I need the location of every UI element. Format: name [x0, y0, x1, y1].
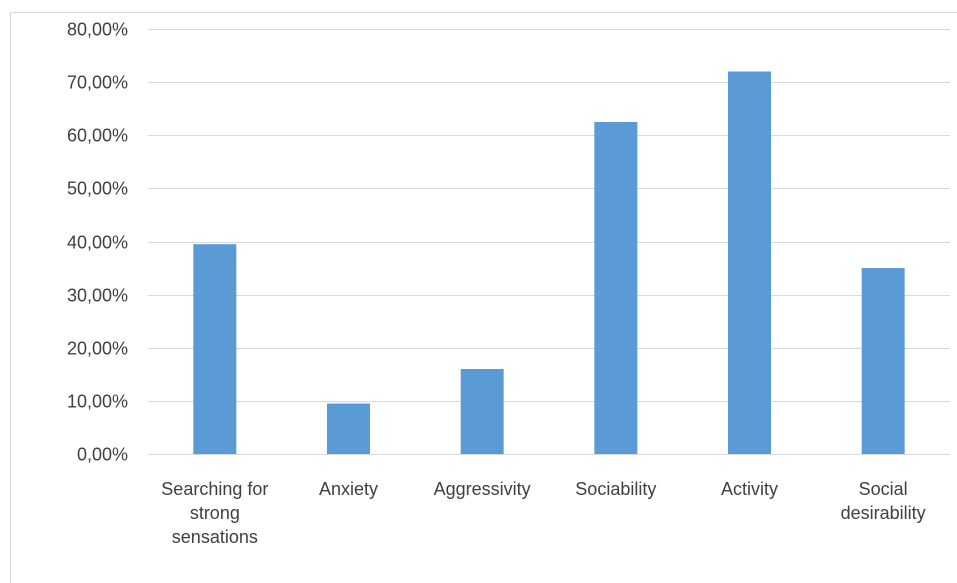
x-category-label-line: Anxiety — [319, 479, 378, 499]
y-tick-label: 60,00% — [67, 126, 128, 146]
bar — [861, 268, 905, 454]
x-category-label-line: strong — [190, 503, 240, 523]
x-category-label-line: desirability — [841, 503, 926, 523]
y-tick-label: 70,00% — [67, 73, 128, 93]
bars — [193, 71, 905, 454]
x-category-label: Activity — [721, 479, 778, 499]
y-tick-label: 80,00% — [67, 20, 128, 40]
x-axis-category-labels: Searching for strong sensations Anxiety Aggr… — [161, 479, 925, 547]
y-tick-label: 50,00% — [67, 179, 128, 199]
bar — [193, 244, 237, 454]
y-tick-label: 30,00% — [67, 286, 128, 306]
x-category-label-line: Social — [859, 479, 908, 499]
bar — [594, 121, 638, 454]
x-category-label: Social desirability — [841, 479, 926, 523]
gridlines — [148, 29, 950, 455]
x-category-label-line: Searching for — [161, 479, 268, 499]
x-category-label: Searching for strong sensations — [161, 479, 268, 547]
x-category-label: Aggressivity — [434, 479, 531, 499]
x-category-label-line: Activity — [721, 479, 778, 499]
x-category-label-line: Sociability — [575, 479, 656, 499]
x-category-label-line: Aggressivity — [434, 479, 531, 499]
bar — [327, 403, 370, 454]
y-tick-label: 20,00% — [67, 339, 128, 359]
chart-frame — [10, 12, 957, 583]
y-tick-label: 0,00% — [77, 445, 128, 465]
y-tick-label: 10,00% — [67, 392, 128, 412]
y-axis-tick-labels: 0,00% 10,00% 20,00% 30,00% 40,00% 50,00% 60,00… — [67, 20, 128, 465]
y-tick-label: 40,00% — [67, 233, 128, 253]
x-category-label: Sociability — [575, 479, 656, 499]
bar — [460, 369, 504, 454]
bar — [728, 71, 771, 454]
x-category-label: Anxiety — [319, 479, 378, 499]
x-category-label-line: sensations — [172, 527, 258, 547]
